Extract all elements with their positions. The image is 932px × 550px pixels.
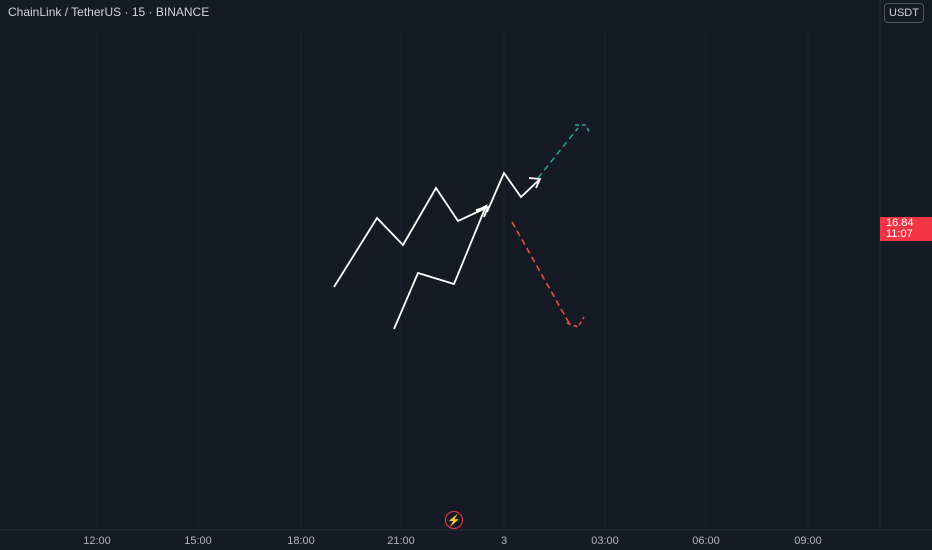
- time-axis-label: 03:00: [591, 535, 619, 547]
- time-axis-label: 09:00: [794, 535, 822, 547]
- time-axis-label: 12:00: [83, 535, 111, 547]
- currency-button[interactable]: USDT: [884, 3, 924, 23]
- bar-countdown: 11:07: [886, 228, 913, 240]
- time-axis-label: 18:00: [287, 535, 315, 547]
- last-price-badge: 16.84 11:07: [880, 217, 932, 241]
- time-axis-label: 15:00: [184, 535, 212, 547]
- last-price-value: 16.84: [886, 217, 914, 229]
- lightning-icon[interactable]: ⚡: [445, 511, 463, 529]
- time-axis-label: 3: [501, 535, 507, 547]
- bullish-projection-arrowhead: [575, 124, 591, 135]
- zigzag-left: [333, 186, 489, 288]
- zigzag-upper-arrowhead: [528, 177, 542, 189]
- bearish-projection-arrowhead: [566, 316, 585, 328]
- time-axis-label: 06:00: [692, 535, 720, 547]
- zigzag-right: [393, 204, 488, 330]
- time-axis-label: 21:00: [387, 535, 415, 547]
- symbol-title: ChainLink / TetherUS · 15 · BINANCE: [8, 5, 210, 19]
- zigzag-upper: [486, 171, 541, 213]
- zigzag-right-arrowhead: [475, 205, 490, 218]
- bearish-projection: [511, 221, 570, 324]
- bullish-projection: [537, 127, 579, 179]
